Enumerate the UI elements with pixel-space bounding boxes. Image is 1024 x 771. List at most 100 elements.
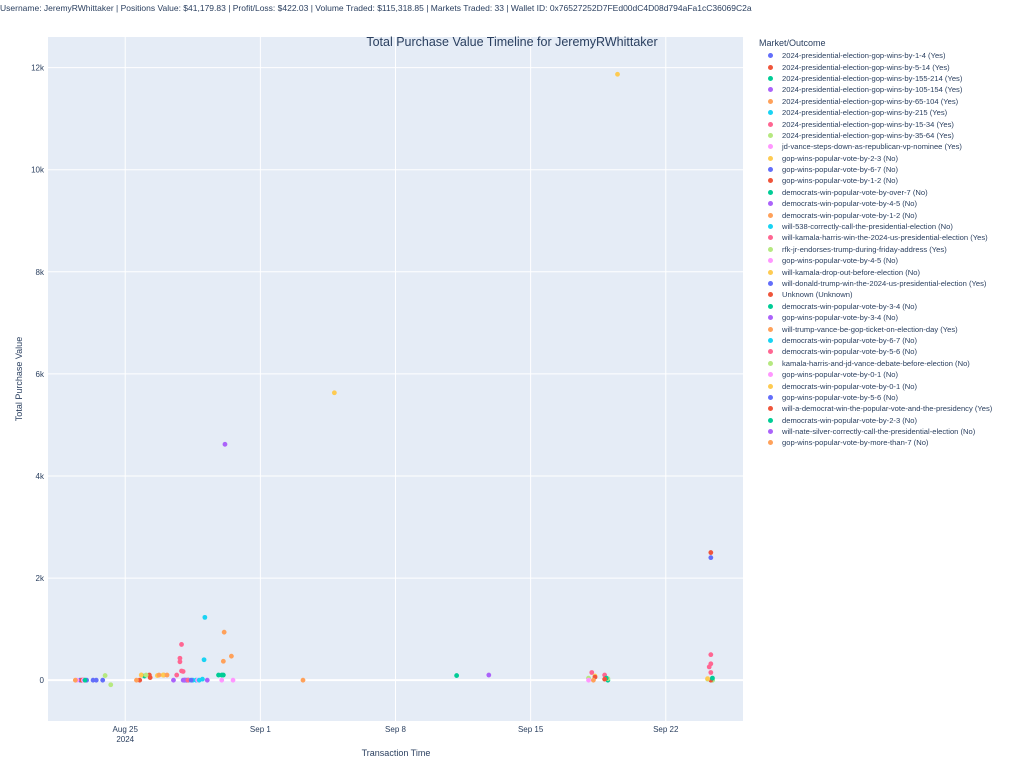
legend-item[interactable]: will-donald-trump-win-the-2024-us-presid… — [759, 278, 1021, 289]
legend-item[interactable]: democrats-win-popular-vote-by-6-7 (No) — [759, 335, 1021, 346]
data-point[interactable] — [179, 642, 184, 647]
data-point[interactable] — [486, 672, 492, 678]
data-point[interactable] — [134, 677, 139, 683]
legend-marker — [768, 315, 773, 321]
legend-marker — [768, 337, 773, 343]
data-point[interactable] — [156, 672, 162, 678]
series-34[interactable] — [72, 677, 596, 683]
data-point[interactable] — [90, 677, 96, 683]
data-point[interactable] — [102, 673, 108, 678]
data-point[interactable] — [82, 677, 88, 683]
data-point[interactable] — [177, 659, 183, 665]
legend-item[interactable]: kamala-harris-and-jd-vance-debate-before… — [759, 358, 1021, 369]
legend-item[interactable]: democrats-win-popular-vote-by-over-7 (No… — [759, 187, 1021, 198]
data-point[interactable] — [708, 555, 714, 561]
series-25[interactable] — [196, 677, 202, 683]
legend-item[interactable]: will-538-correctly-call-the-presidential… — [759, 221, 1021, 232]
legend-item[interactable]: democrats-win-popular-vote-by-0-1 (No) — [759, 380, 1021, 391]
legend-item[interactable]: 2024-presidential-election-gop-wins-by-3… — [759, 130, 1021, 141]
data-point[interactable] — [177, 655, 183, 661]
series-30[interactable] — [100, 677, 194, 683]
legend-item[interactable]: jd-vance-steps-down-as-republican-vp-nom… — [759, 141, 1021, 152]
data-point[interactable] — [586, 677, 591, 683]
data-point[interactable] — [454, 673, 460, 678]
data-point[interactable] — [171, 677, 176, 683]
legend-item[interactable]: will-a-democrat-win-the-popular-vote-and… — [759, 403, 1021, 414]
legend-item[interactable]: democrats-win-popular-vote-by-4-5 (No) — [759, 198, 1021, 209]
data-point[interactable] — [710, 675, 715, 681]
legend-label: will-donald-trump-win-the-2024-us-presid… — [782, 279, 987, 288]
data-point[interactable] — [300, 677, 306, 683]
legend-label: 2024-presidential-election-gop-wins-by-1… — [782, 51, 946, 61]
data-point[interactable] — [138, 672, 144, 678]
legend-marker — [768, 144, 773, 150]
legend-item[interactable]: democrats-win-popular-vote-by-2-3 (No) — [759, 415, 1021, 426]
series-8[interactable] — [219, 677, 236, 683]
legend-item[interactable]: gop-wins-popular-vote-by-1-2 (No) — [759, 175, 1021, 186]
data-points[interactable] — [72, 71, 715, 688]
data-point[interactable] — [708, 670, 714, 675]
legend-item[interactable]: Unknown (Unknown) — [759, 289, 1021, 300]
data-point[interactable] — [196, 677, 202, 683]
data-point[interactable] — [706, 664, 712, 670]
series-32[interactable] — [82, 675, 715, 683]
legend-item[interactable]: democrats-win-popular-vote-by-1-2 (No) — [759, 209, 1021, 220]
data-point[interactable] — [708, 550, 714, 555]
data-point[interactable] — [331, 390, 337, 396]
data-point[interactable] — [708, 652, 714, 658]
legend-item[interactable]: gop-wins-popular-vote-by-0-1 (No) — [759, 369, 1021, 380]
legend-item[interactable]: rfk-jr-endorses-trump-during-friday-addr… — [759, 244, 1021, 255]
data-point[interactable] — [204, 677, 210, 683]
legend-label: 2024-presidential-election-gop-wins-by-1… — [782, 119, 954, 129]
legend-label: gop-wins-popular-vote-by-2-3 (No) — [782, 153, 899, 163]
legend-item[interactable]: will-kamala-harris-win-the-2024-us-presi… — [759, 232, 1021, 243]
legend-item[interactable]: gop-wins-popular-vote-by-more-than-7 (No… — [759, 437, 1021, 448]
legend-item[interactable]: will-nate-silver-correctly-call-the-pres… — [759, 426, 1021, 437]
legend-item[interactable]: 2024-presidential-election-gop-wins-by-1… — [759, 118, 1021, 129]
series-29[interactable] — [138, 672, 711, 682]
legend-item[interactable]: gop-wins-popular-vote-by-3-4 (No) — [759, 312, 1021, 323]
legend-item[interactable]: 2024-presidential-election-gop-wins-by-1… — [759, 84, 1021, 95]
data-point[interactable] — [201, 657, 207, 663]
data-point[interactable] — [615, 71, 620, 77]
legend-item[interactable]: 2024-presidential-election-gop-wins-by-5… — [759, 61, 1021, 72]
legend-item[interactable]: 2024-presidential-election-gop-wins-by-1… — [759, 73, 1021, 84]
legend-item[interactable]: democrats-win-popular-vote-by-3-4 (No) — [759, 301, 1021, 312]
data-point[interactable] — [602, 676, 608, 682]
data-point[interactable] — [589, 670, 595, 675]
legend-item[interactable]: gop-wins-popular-vote-by-5-6 (No) — [759, 392, 1021, 403]
series-24[interactable] — [164, 658, 226, 678]
data-point[interactable] — [100, 677, 106, 683]
data-point[interactable] — [108, 682, 114, 688]
legend-item[interactable]: 2024-presidential-election-gop-wins-by-6… — [759, 96, 1021, 107]
data-point[interactable] — [220, 658, 226, 664]
data-point[interactable] — [202, 614, 208, 620]
data-point[interactable] — [174, 672, 180, 678]
data-point[interactable] — [221, 629, 227, 635]
data-point[interactable] — [705, 676, 711, 682]
data-point[interactable] — [143, 672, 149, 678]
data-point[interactable] — [219, 677, 225, 683]
series-33[interactable] — [204, 677, 210, 683]
series-16[interactable] — [589, 652, 714, 678]
data-point[interactable] — [222, 441, 228, 447]
data-point[interactable] — [160, 672, 166, 678]
data-point[interactable] — [180, 669, 186, 674]
series-3[interactable] — [222, 441, 492, 678]
legend-item[interactable]: will-trump-vance-be-gop-ticket-on-electi… — [759, 323, 1021, 334]
legend-item[interactable]: gop-wins-popular-vote-by-6-7 (No) — [759, 164, 1021, 175]
legend-item[interactable]: gop-wins-popular-vote-by-4-5 (No) — [759, 255, 1021, 266]
data-point[interactable] — [230, 677, 236, 683]
legend-item[interactable]: gop-wins-popular-vote-by-2-3 (No) — [759, 153, 1021, 164]
data-point[interactable] — [188, 677, 194, 683]
data-point[interactable] — [72, 677, 78, 683]
legend-item[interactable]: democrats-win-popular-vote-by-5-6 (No) — [759, 346, 1021, 357]
legend-item[interactable]: 2024-presidential-election-gop-wins-by-2… — [759, 107, 1021, 118]
legend-item[interactable]: 2024-presidential-election-gop-wins-by-1… — [759, 50, 1021, 61]
data-point[interactable] — [590, 677, 596, 683]
data-point[interactable] — [216, 672, 221, 678]
data-point[interactable] — [164, 672, 170, 678]
data-point[interactable] — [229, 653, 234, 659]
legend-item[interactable]: will-kamala-drop-out-before-election (No… — [759, 266, 1021, 277]
